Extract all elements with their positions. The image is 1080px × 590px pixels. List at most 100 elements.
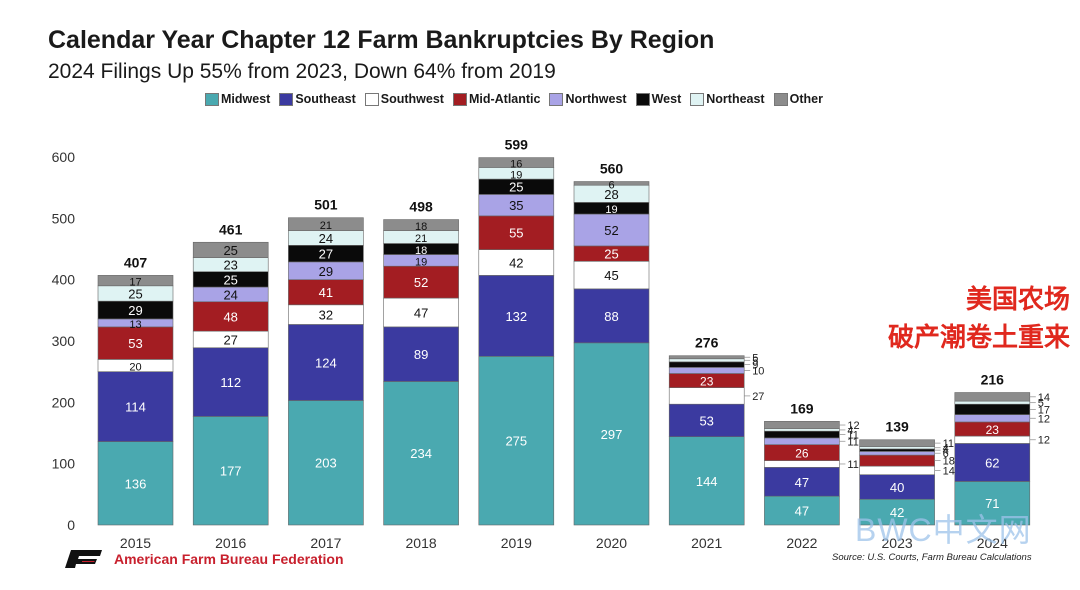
data-label: 18 — [415, 245, 427, 257]
data-label: 18 — [415, 221, 427, 233]
data-label: 10 — [752, 365, 764, 377]
total-label: 139 — [885, 419, 909, 435]
legend-label: Northeast — [706, 92, 765, 106]
data-label: 42 — [509, 255, 523, 270]
legend-label: Mid-Atlantic — [468, 92, 541, 106]
x-tick-label: 2023 — [882, 535, 913, 551]
data-label: 26 — [795, 447, 809, 461]
data-label: 52 — [414, 275, 428, 290]
annotation-line-2: 破产潮卷土重来 — [887, 322, 1070, 352]
data-label: 19 — [605, 204, 617, 216]
bar-segment-northeast — [668, 358, 745, 363]
legend-swatch — [364, 92, 379, 106]
total-label: 501 — [314, 197, 338, 213]
data-label: 29 — [319, 264, 333, 279]
data-label: 11 — [847, 430, 858, 442]
footer-logo: American Farm Bureau Federation — [62, 549, 344, 569]
total-label: 276 — [695, 335, 719, 351]
bar-segment-northwest — [668, 367, 745, 374]
data-label: 6 — [943, 448, 949, 460]
legend-label: Southeast — [295, 92, 356, 106]
data-label: 62 — [985, 455, 999, 470]
data-label: 25 — [509, 180, 523, 195]
data-label: 35 — [509, 198, 523, 213]
annotation-line-1: 美国农场 — [965, 284, 1070, 314]
total-label: 498 — [409, 199, 433, 215]
data-label: 112 — [220, 375, 241, 390]
x-tick-label: 2015 — [120, 535, 151, 551]
x-tick-label: 2018 — [406, 535, 437, 551]
data-label: 12 — [1038, 413, 1050, 425]
bar-segment-northwest — [859, 451, 935, 456]
data-label: 89 — [414, 347, 428, 362]
data-label: 4 — [943, 445, 949, 457]
legend-swatch — [635, 92, 650, 106]
data-label: 12 — [1038, 435, 1050, 447]
data-label: 4 — [847, 425, 853, 437]
bar-segment-southwest — [954, 435, 1031, 444]
data-label: 11 — [943, 438, 954, 450]
y-tick-label: 0 — [67, 517, 75, 533]
total-label: 216 — [981, 372, 1005, 388]
x-tick-label: 2016 — [215, 535, 246, 551]
bar-segment-southeast — [383, 326, 459, 382]
bar-segment-midwest — [954, 481, 1031, 526]
bar-segment-southeast — [764, 467, 840, 497]
bar-segment-northwest — [954, 414, 1031, 423]
legend-label: West — [651, 92, 682, 106]
bar-segment-northwest — [764, 437, 840, 445]
bar-segment-southeast — [859, 474, 935, 500]
legend-label: Northwest — [565, 92, 627, 106]
watermark: BWC中文网 — [855, 512, 1032, 548]
data-label: 71 — [985, 496, 999, 511]
legend-swatch — [452, 92, 467, 106]
data-label: 25 — [223, 272, 237, 287]
bar-segment-west — [954, 403, 1031, 415]
legend: Midwest Southeast Southwest Mid-Atlantic Nor… — [205, 92, 823, 106]
legend-item-southeast: Southeast — [279, 92, 356, 106]
data-label: 23 — [700, 375, 714, 389]
data-label: 29 — [128, 303, 142, 318]
data-label: 40 — [890, 480, 904, 495]
data-label: 47 — [414, 305, 428, 320]
chart-subtitle: 2024 Filings Up 55% from 2023, Down 64% … — [48, 60, 556, 83]
data-label: 16 — [510, 159, 522, 171]
bar-segment-midwest — [668, 436, 745, 526]
bar-segment-other — [764, 421, 840, 430]
bar-segment-other — [192, 241, 269, 258]
data-label: 5 — [752, 355, 758, 367]
x-tick-label: 2019 — [501, 535, 532, 551]
bar-segment-southwest — [668, 387, 745, 405]
data-label: 32 — [319, 308, 333, 323]
bar-segment-southwest — [859, 465, 935, 476]
data-label: 47 — [795, 475, 809, 490]
legend-item-southwest: Southwest — [364, 92, 444, 106]
data-label: 14 — [1038, 392, 1050, 404]
data-label: 21 — [415, 233, 427, 245]
legend-item-west: West — [635, 92, 682, 106]
bar-segment-other — [383, 219, 459, 231]
data-label: 25 — [128, 286, 142, 301]
y-tick-label: 100 — [52, 456, 76, 472]
y-tick-label: 200 — [52, 394, 76, 410]
bar-segment-mid-atlantic — [288, 279, 364, 306]
bar-segment-midwest — [859, 498, 935, 526]
bar-segment-northeast — [859, 446, 935, 450]
data-label: 27 — [752, 391, 764, 403]
data-label: 14 — [943, 465, 955, 477]
chart-title: Calendar Year Chapter 12 Farm Bankruptci… — [48, 26, 715, 54]
bar-segment-southwest — [764, 460, 840, 468]
organization-name: American Farm Bureau Federation — [114, 551, 344, 567]
bar-segment-southeast — [668, 403, 745, 437]
bar-segment-northwest — [573, 213, 650, 247]
total-label: 169 — [790, 400, 814, 416]
bar-segment-southwest — [478, 249, 555, 276]
data-label: 53 — [699, 413, 713, 428]
data-label: 19 — [415, 256, 427, 268]
bar-segment-west — [764, 430, 840, 439]
y-tick-label: 500 — [52, 210, 76, 226]
legend-label: Other — [789, 92, 823, 106]
legend-swatch — [279, 92, 294, 106]
legend-item-mid-atlantic: Mid-Atlantic — [452, 92, 541, 106]
legend-item-northeast: Northeast — [690, 92, 765, 106]
